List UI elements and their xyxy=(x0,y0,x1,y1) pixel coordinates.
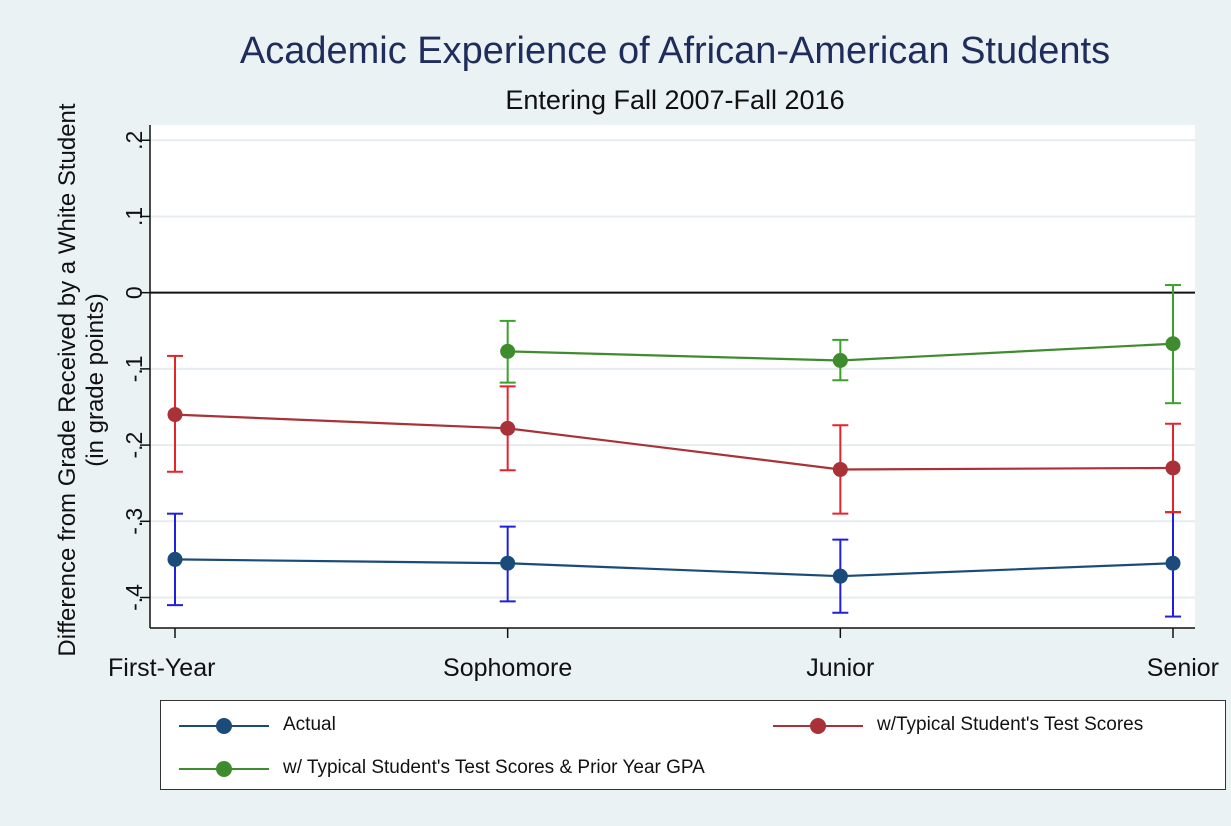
data-point-actual xyxy=(500,555,516,571)
chart-plot: .2 .1 0 -.1 -.2 -.3 -.4 First-Year Sophomore Juni… xyxy=(108,125,1219,682)
y-axis-label-line2: (in grade points) xyxy=(82,293,109,467)
y-tick-label: -.2 xyxy=(121,432,147,459)
x-tick-label: First-Year xyxy=(108,654,215,682)
x-tick-label: Sophomore xyxy=(443,654,572,682)
data-point-test-scores xyxy=(500,420,516,436)
y-tick-label: .2 xyxy=(121,131,147,150)
data-point-test-scores xyxy=(167,407,183,423)
x-tick-label: Junior xyxy=(806,654,874,682)
legend-swatch-test-gpa xyxy=(179,761,269,777)
plot-area xyxy=(150,125,1195,628)
legend: Actual w/Typical Student's Test Scores w… xyxy=(160,700,1226,790)
legend-item-actual: Actual xyxy=(179,711,479,741)
y-axis-label-line1: Difference from Grade Received by a Whit… xyxy=(54,103,81,657)
series-line-test-scores xyxy=(174,413,1174,471)
legend-label-actual: Actual xyxy=(283,714,336,735)
legend-item-test-scores: w/Typical Student's Test Scores xyxy=(773,711,1231,741)
x-tick-label: Senior xyxy=(1147,654,1219,682)
series-line-actual xyxy=(174,558,1174,578)
chart-subtitle: Entering Fall 2007-Fall 2016 xyxy=(505,85,845,115)
data-point-actual xyxy=(832,568,848,584)
legend-label-test-gpa: w/ Typical Student's Test Scores & Prior… xyxy=(283,757,705,778)
y-tick-label: 0 xyxy=(121,286,147,299)
data-point-test-gpa xyxy=(500,343,516,359)
data-point-test-scores xyxy=(1165,460,1181,476)
data-point-test-scores xyxy=(832,461,848,477)
data-point-actual xyxy=(1165,555,1181,571)
legend-label-test-scores: w/Typical Student's Test Scores xyxy=(877,714,1144,735)
y-tick-label: .1 xyxy=(121,207,147,226)
legend-item-test-gpa: w/ Typical Student's Test Scores & Prior… xyxy=(179,754,939,784)
data-point-actual xyxy=(167,551,183,567)
legend-swatch-actual xyxy=(179,718,269,734)
y-tick-label: -.4 xyxy=(121,584,147,611)
data-point-test-gpa xyxy=(1165,336,1181,352)
y-tick-label: -.3 xyxy=(121,508,147,535)
y-tick-label: -.1 xyxy=(121,355,147,382)
chart-title: Academic Experience of African-American … xyxy=(239,30,1111,72)
legend-swatch-test-scores xyxy=(773,718,863,734)
data-point-test-gpa xyxy=(832,352,848,368)
